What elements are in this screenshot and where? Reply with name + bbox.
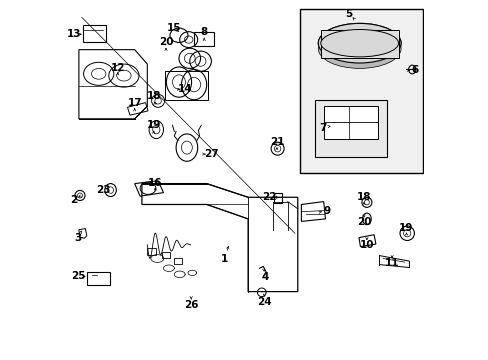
Text: 18: 18 <box>356 192 370 202</box>
Text: 14: 14 <box>178 84 192 94</box>
Text: 12: 12 <box>110 63 125 73</box>
Bar <box>162 252 169 258</box>
Bar <box>314 100 386 157</box>
Text: 5: 5 <box>345 9 352 19</box>
Ellipse shape <box>318 29 400 68</box>
Text: 18: 18 <box>146 91 161 102</box>
Text: 19: 19 <box>146 120 161 130</box>
Bar <box>147 248 156 255</box>
Text: 20: 20 <box>356 217 370 228</box>
Text: 6: 6 <box>411 65 418 75</box>
Text: 22: 22 <box>262 192 276 202</box>
Ellipse shape <box>318 23 400 63</box>
Text: 17: 17 <box>127 98 142 108</box>
Text: 4: 4 <box>261 272 268 282</box>
Bar <box>300 9 422 173</box>
Text: 8: 8 <box>200 27 207 37</box>
Text: 20: 20 <box>159 37 173 48</box>
Text: 1: 1 <box>221 254 228 264</box>
Text: 26: 26 <box>183 300 198 310</box>
Bar <box>323 106 377 139</box>
Bar <box>174 258 181 264</box>
Text: 25: 25 <box>71 271 85 282</box>
Text: 2: 2 <box>70 195 77 205</box>
Text: 19: 19 <box>399 222 413 233</box>
Text: 11: 11 <box>384 258 399 268</box>
Bar <box>273 193 282 203</box>
Text: 23: 23 <box>96 185 110 195</box>
Text: 13: 13 <box>66 29 81 39</box>
Text: 24: 24 <box>257 297 271 307</box>
Text: 27: 27 <box>203 149 218 159</box>
Polygon shape <box>320 30 398 58</box>
Ellipse shape <box>318 23 400 63</box>
Text: 21: 21 <box>269 137 284 147</box>
Text: 10: 10 <box>359 240 373 250</box>
Text: 9: 9 <box>323 206 330 216</box>
Text: 15: 15 <box>166 23 181 33</box>
Ellipse shape <box>320 30 398 57</box>
Bar <box>87 272 110 285</box>
Text: 7: 7 <box>319 123 326 133</box>
Text: 3: 3 <box>74 233 81 243</box>
Text: 16: 16 <box>148 178 162 188</box>
Bar <box>82 25 106 42</box>
